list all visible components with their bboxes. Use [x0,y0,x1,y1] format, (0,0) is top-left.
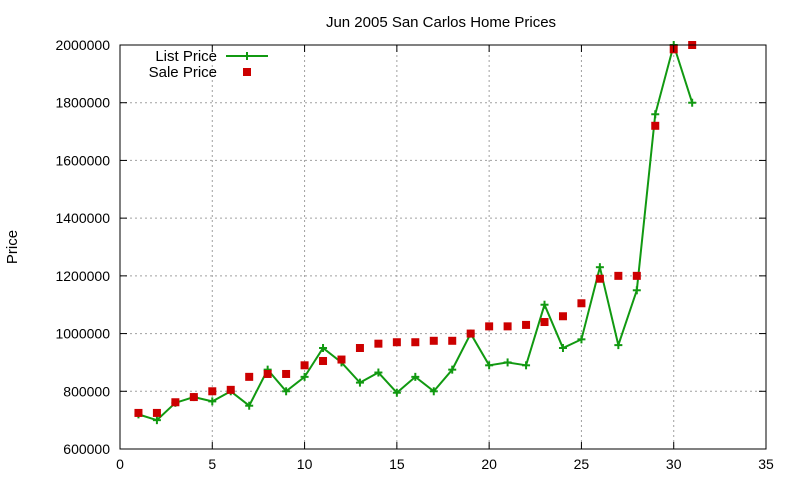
data-point [429,336,438,345]
y-tick-label: 2000000 [55,37,110,53]
data-point [522,361,531,370]
data-point [300,372,309,381]
data-point [577,299,586,308]
data-point [503,322,512,331]
data-point [226,385,235,394]
data-point [171,398,180,407]
data-point [319,356,328,365]
data-point [319,344,328,352]
data-point [485,322,494,331]
data-point [503,358,512,367]
data-point [355,344,364,352]
y-tick-label: 1600000 [55,152,110,168]
legend-item: List Price [155,48,268,65]
y-tick-label: 800000 [63,383,110,399]
data-point [651,121,660,130]
legend-label: Sale Price [149,64,217,81]
data-point [558,312,567,321]
data-point [540,300,549,309]
legend-item: Sale Price [149,64,251,81]
series-sale-price [134,41,697,417]
x-tick-label: 25 [574,456,590,472]
data-point [577,335,586,344]
data-point [595,263,604,272]
y-tick-label: 600000 [63,441,110,457]
data-point [632,271,641,280]
y-tick-label: 1000000 [55,326,110,342]
data-point [651,110,660,119]
y-tick-label: 1800000 [55,95,110,111]
data-point [614,341,623,350]
data-point [632,286,641,295]
data-point [152,416,161,425]
data-point [411,372,420,381]
data-point [245,401,254,410]
data-point [263,369,272,378]
x-tick-label: 20 [481,456,497,472]
plot-frame [119,44,767,450]
data-point [355,378,364,387]
x-tick-label: 0 [116,456,124,472]
y-tick-label: 1400000 [55,210,110,226]
y-axis-label: Price [4,230,21,264]
data-point [522,320,531,329]
data-point [540,318,549,327]
legend-swatch-marker [243,68,251,76]
data-point [448,336,457,345]
y-tick-label: 1200000 [55,268,110,284]
x-tick-label: 35 [758,456,774,472]
data-point [392,338,401,347]
data-point [189,393,198,402]
data-point [448,365,457,374]
data-point [595,274,604,283]
data-point [485,361,494,370]
data-point [300,361,309,370]
x-tick-label: 5 [208,456,216,472]
data-point [374,368,383,377]
data-point [392,388,401,397]
series-layer [134,41,697,425]
grid-lines [120,45,766,449]
data-point [245,372,254,381]
data-point [208,397,217,406]
data-point [558,344,567,352]
data-point [337,355,346,364]
data-point [282,387,291,396]
legend-swatch-marker [243,52,251,60]
plot-border [119,44,767,450]
data-point [282,369,291,378]
data-point [374,339,383,348]
x-tick-label: 10 [297,456,313,472]
x-tick-label: 15 [389,456,405,472]
data-point [411,338,420,347]
tick-labels: 0 5 10 15 20 25 30 35 600000 800000 1000000 1200000… [55,37,774,472]
data-point [152,408,161,417]
x-tick-label: 30 [666,456,682,472]
data-point [134,408,143,417]
legend-label: List Price [155,48,217,65]
data-point [688,98,697,107]
data-point [614,271,623,280]
data-point [466,329,475,338]
data-point [429,387,438,396]
chart-title: Jun 2005 San Carlos Home Prices [326,14,556,31]
data-point [208,387,217,396]
